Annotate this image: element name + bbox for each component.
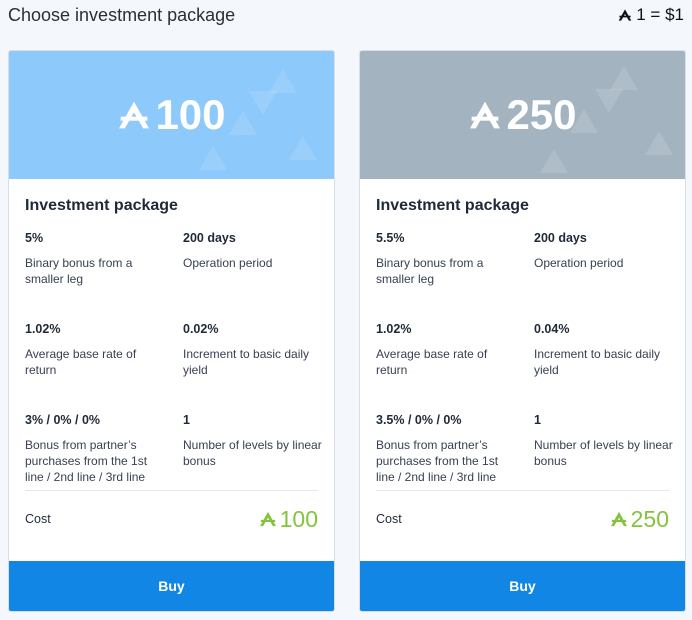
exchange-rate: 1 = $1: [618, 5, 684, 25]
stat-daily-yield-increment: 0.04% Increment to basic daily yield: [534, 322, 661, 377]
stat-base-rate: 1.02% Average base rate of return: [25, 322, 137, 377]
cost-row: Cost 250: [376, 491, 669, 547]
divider: [376, 490, 669, 491]
cost-value: 100: [259, 506, 318, 533]
cost-label: Cost: [25, 512, 51, 526]
stat-partner-bonus: 3.5% / 0% / 0% Bonus from partner’s purc…: [376, 413, 499, 484]
token-icon: [610, 511, 627, 527]
stat-binary-bonus: 5.5% Binary bonus from a smaller leg: [376, 231, 484, 286]
cost-row: Cost 100: [25, 491, 318, 547]
page-header: Choose investment package 1 = $1: [0, 0, 692, 32]
divider: [25, 490, 318, 491]
package-amount: 100: [117, 91, 226, 139]
buy-button[interactable]: Buy: [9, 561, 334, 611]
token-icon: [259, 511, 276, 527]
package-title: Investment package: [376, 197, 529, 214]
exchange-rate-text: 1 = $1: [636, 5, 684, 24]
page-title: Choose investment package: [8, 5, 236, 25]
stat-operation-period: 200 days Operation period: [534, 231, 624, 270]
stat-linear-levels: 1 Number of levels by linear bonus: [183, 413, 322, 468]
cost-label: Cost: [376, 512, 402, 526]
package-card-250: 250 Investment package 5.5% Binary bonus…: [359, 50, 686, 612]
cost-value: 250: [610, 506, 669, 533]
package-banner: 100: [9, 51, 334, 179]
stat-partner-bonus: 3% / 0% / 0% Bonus from partner’s purcha…: [25, 413, 148, 484]
package-amount: 250: [468, 91, 577, 139]
buy-button[interactable]: Buy: [360, 561, 685, 611]
package-card-100: 100 Investment package 5% Binary bonus f…: [8, 50, 335, 612]
stat-binary-bonus: 5% Binary bonus from a smaller leg: [25, 231, 133, 286]
stat-operation-period: 200 days Operation period: [183, 231, 273, 270]
stat-linear-levels: 1 Number of levels by linear bonus: [534, 413, 673, 468]
token-icon: [618, 9, 632, 21]
stat-base-rate: 1.02% Average base rate of return: [376, 322, 488, 377]
package-title: Investment package: [25, 197, 178, 214]
token-icon: [470, 101, 501, 129]
stat-daily-yield-increment: 0.02% Increment to basic daily yield: [183, 322, 310, 377]
package-banner: 250: [360, 51, 685, 179]
token-icon: [119, 101, 150, 129]
